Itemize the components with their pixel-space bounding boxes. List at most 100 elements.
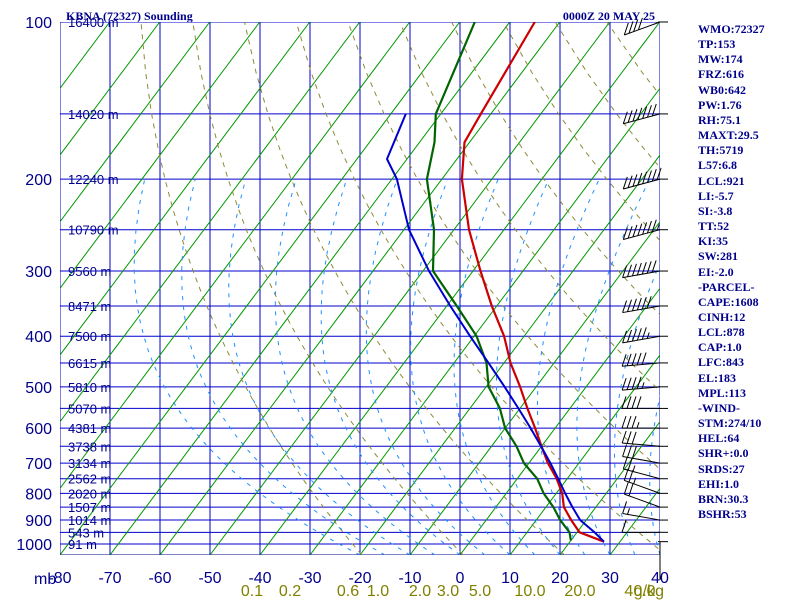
- height-label: 1507 m: [68, 500, 111, 515]
- isotherm-line: [60, 22, 161, 156]
- wind-barb-shaft: [622, 442, 661, 447]
- wind-barb: [623, 481, 668, 508]
- isotherm-line: [60, 22, 211, 223]
- isotherm-line: [60, 22, 361, 423]
- wind-barb-flag: [651, 219, 657, 232]
- isotherm-line: [60, 22, 61, 23]
- temperature-tick-label: 10: [501, 570, 519, 587]
- wind-barb-flag: [641, 296, 647, 310]
- wind-barb-flag: [623, 481, 629, 495]
- wind-barb-flag: [631, 298, 637, 311]
- index-item: TH:5719: [698, 143, 744, 158]
- index-item: MAXT:29.5: [698, 128, 759, 143]
- moist-adiabat-line: [614, 261, 660, 555]
- wind-barb-shaft: [622, 455, 661, 464]
- wind-barb-shaft: [623, 229, 661, 241]
- wind-barb: [621, 352, 668, 367]
- index-item: SHR+:0.0: [698, 446, 749, 461]
- wind-barb-flag: [627, 264, 632, 277]
- isotherm-line: [60, 22, 411, 490]
- wind-barb-flag: [631, 396, 637, 409]
- wind-barb: [621, 415, 668, 429]
- moist-adiabat-line: [228, 178, 411, 555]
- isotherm-line: [159, 22, 561, 555]
- index-item: MW:174: [698, 52, 743, 67]
- wind-barb-flag: [636, 352, 642, 366]
- wind-barb-flag: [631, 263, 637, 277]
- wind-barb-flag: [627, 458, 633, 471]
- wind-barb-flag: [637, 17, 643, 31]
- isotherm-line: [559, 420, 660, 555]
- index-item: SW:281: [698, 249, 739, 264]
- index-item: SRDS:27: [698, 461, 745, 476]
- moist-adiabat-line: [576, 178, 651, 555]
- mixing-ratio-label: 20.0: [564, 583, 595, 600]
- wind-barb-flag: [637, 172, 643, 186]
- wind-barb-flag: [646, 220, 652, 234]
- height-label: 12240 m: [68, 172, 119, 187]
- wind-barb-flag: [641, 352, 647, 365]
- height-label: 543 m: [68, 525, 104, 540]
- pressure-tick-label: 200: [25, 172, 52, 189]
- wind-barb-flag: [631, 446, 637, 459]
- height-label: 2020 m: [68, 486, 111, 501]
- temperature-tick-label: -70: [98, 570, 121, 587]
- index-item: HEL:64: [698, 431, 740, 446]
- wind-barb-flag: [636, 297, 642, 311]
- wind-barb-shaft: [624, 21, 661, 36]
- index-item: BSHR:53: [698, 507, 747, 521]
- isotherm-line: [60, 22, 311, 356]
- pressure-tick-label: 400: [25, 329, 52, 346]
- wind-barb-shaft: [622, 512, 661, 521]
- wind-barb-flag: [622, 300, 628, 313]
- height-label: 6615 m: [68, 356, 111, 371]
- dry-adiabat-line: [347, 22, 660, 470]
- isotherm-line: [409, 220, 660, 555]
- temperature-tick-label: 0: [456, 570, 465, 587]
- wind-barb-flag: [621, 396, 627, 409]
- moist-adiabat-line: [181, 178, 386, 555]
- wind-barb-flag: [623, 22, 629, 36]
- wind-barb-half-flag: [646, 332, 650, 339]
- wind-barb-flag: [622, 176, 628, 190]
- parcel-profile: [386, 113, 605, 543]
- wind-barb-flag: [642, 171, 648, 184]
- temperature-tick-label: 20: [551, 570, 569, 587]
- wind-barb: [622, 296, 668, 314]
- pressure-tick-label: 300: [25, 264, 52, 281]
- wind-barb-flag: [627, 445, 632, 458]
- index-item: PW:1.76: [698, 97, 742, 112]
- wind-barb-flag: [636, 376, 642, 389]
- wind-barb-flag: [631, 328, 637, 342]
- pressure-tick-label: 600: [25, 421, 52, 438]
- mixing-ratio-label: 3.0: [437, 583, 459, 600]
- wind-barb-shaft: [624, 493, 661, 508]
- wind-barb-flag: [637, 223, 643, 236]
- wind-barb: [622, 219, 668, 241]
- moist-adiabat-line: [495, 178, 561, 555]
- wind-barb-flag: [651, 260, 657, 273]
- wind-barb-flag: [621, 377, 627, 391]
- height-label: 1014 m: [68, 513, 111, 528]
- index-item: LCL:921: [698, 173, 745, 188]
- wind-barb: [621, 396, 668, 409]
- wind-barb-half-flag: [627, 508, 630, 515]
- index-item: EL:183: [698, 370, 737, 385]
- index-item: WMO:72327: [698, 22, 765, 36]
- height-label: 8471 m: [68, 299, 111, 314]
- chart-grid: [60, 22, 660, 555]
- isotherm-line: [60, 22, 461, 555]
- mixing-ratio-label: 40.0: [624, 583, 655, 600]
- height-label: 3134 m: [68, 456, 111, 471]
- wind-barb-flag: [646, 170, 652, 183]
- wind-barb: [622, 260, 668, 279]
- isotherm-line: [209, 22, 611, 555]
- temperature-tick-label: -60: [148, 570, 171, 587]
- wind-barb-flag: [641, 261, 647, 275]
- pressure-tick-label: 1000: [16, 537, 52, 554]
- isotherm-line: [509, 354, 660, 555]
- wind-barb-flag: [642, 222, 648, 235]
- pressure-tick-label: 100: [25, 15, 52, 32]
- index-item: LCL:878: [698, 325, 745, 340]
- isotherm-line: [60, 22, 261, 290]
